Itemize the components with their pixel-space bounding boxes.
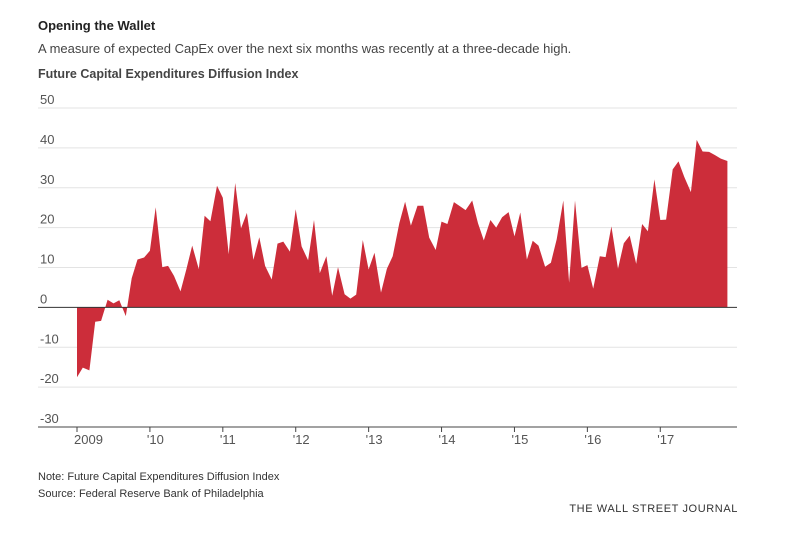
x-tick-label: '12 [293, 432, 310, 447]
chart-subtitle: A measure of expected CapEx over the nex… [38, 41, 572, 56]
y-tick-label: -10 [40, 331, 59, 346]
x-tick-label: '13 [366, 432, 383, 447]
x-tick-label: '16 [584, 432, 601, 447]
y-tick-label: 30 [40, 172, 54, 187]
area-layer [77, 139, 728, 378]
x-tick-label: '17 [657, 432, 674, 447]
y-tick-label: 10 [40, 252, 54, 267]
series-area [77, 139, 728, 378]
footnote: Note: Future Capital Expenditures Diffus… [38, 471, 280, 483]
axis-layer: 50 40 30 20 10 0 -10 -20 -30 2009 '10 '11 '12 '13 '14 '… [38, 92, 737, 447]
y-tick-label: -20 [40, 371, 59, 386]
y-tick-label: 40 [40, 132, 54, 147]
x-tick-label: 2009 [74, 432, 103, 447]
y-tick-label: 0 [40, 291, 47, 306]
x-tick-label: '14 [439, 432, 456, 447]
index-label: Future Capital Expenditures Diffusion In… [38, 67, 299, 81]
y-tick-label: 20 [40, 212, 54, 227]
y-tick-label: -30 [40, 411, 59, 426]
x-tick-label: '10 [147, 432, 164, 447]
x-tick-label: '15 [511, 432, 528, 447]
source-note: Source: Federal Reserve Bank of Philadel… [38, 488, 264, 500]
chart-title: Opening the Wallet [38, 18, 156, 33]
publisher-logo: THE WALL STREET JOURNAL [569, 503, 738, 515]
y-tick-label: 50 [40, 92, 54, 107]
x-tick-label: '11 [220, 432, 236, 447]
